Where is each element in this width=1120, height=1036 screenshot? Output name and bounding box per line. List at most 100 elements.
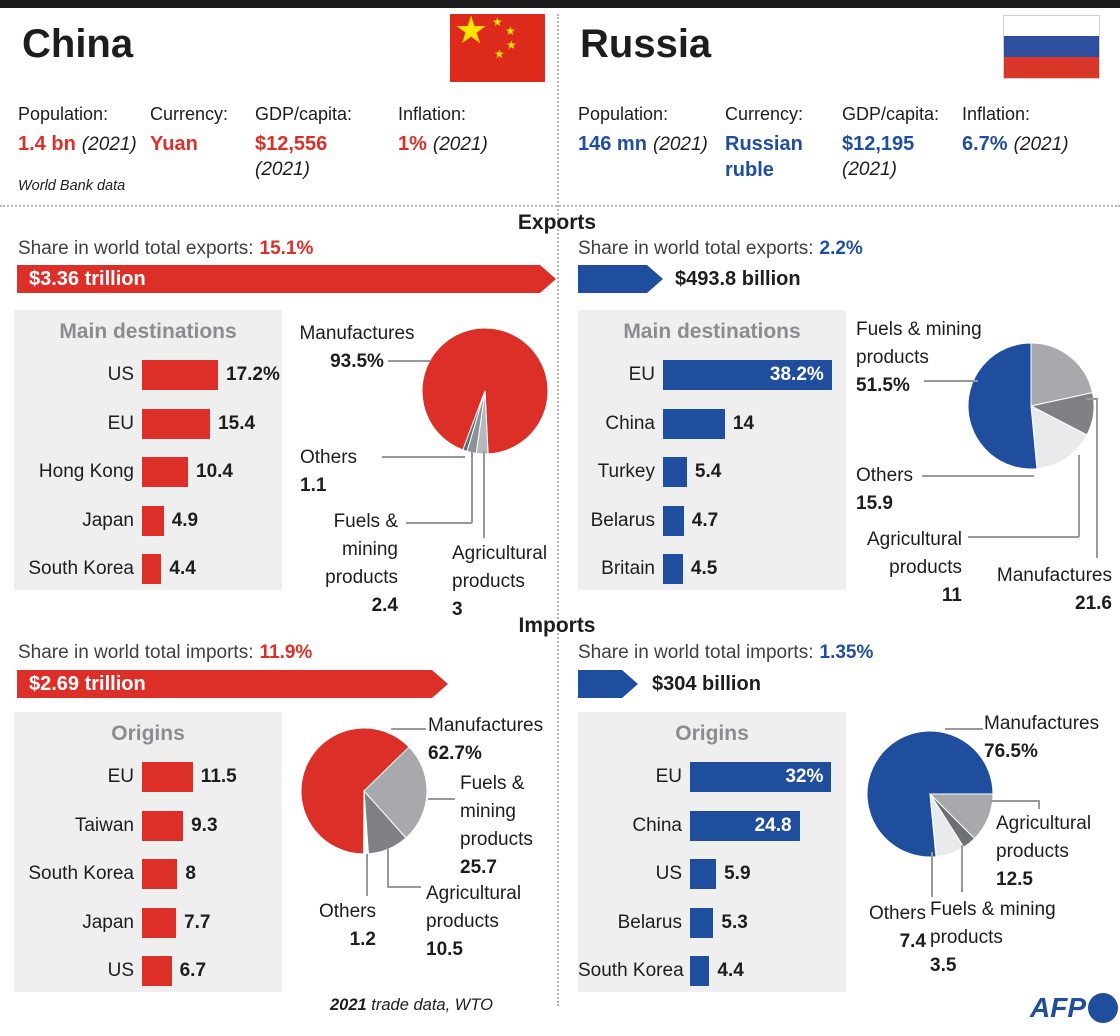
leader-line (1078, 455, 1080, 537)
bar (663, 505, 684, 536)
pie-china-import-products (300, 727, 428, 855)
china-exports-total: $3.36 trillion (29, 268, 146, 290)
stat-year: (2021) (81, 134, 137, 155)
bar (142, 810, 184, 841)
stat-label: GDP/capita: (842, 104, 940, 124)
russia-exports-total: $493.8 billion (675, 268, 801, 290)
bar-category-label: Britain (601, 558, 655, 580)
russia-stat-population: Population: 146 mn (2021) (578, 104, 723, 158)
bar-row-eu: EU 32% (578, 762, 846, 792)
afp-logo: AFP (1030, 993, 1118, 1023)
bar-category-label: EU (655, 766, 682, 787)
footer-note-year: 2021 (330, 996, 367, 1014)
bar-row-us: US 17.2% (14, 360, 282, 390)
bar: 24.8 (690, 810, 800, 841)
russia-flag-blue-stripe (1004, 36, 1099, 57)
stat-year: (2021) (432, 134, 488, 155)
china-exports-share: Share in world total exports: 15.1% (18, 238, 313, 260)
china-flag: ★ ★ ★ ★ ★ (450, 10, 545, 82)
leader-line (945, 728, 983, 730)
leader-line (483, 451, 485, 538)
bar (690, 956, 710, 987)
pie-label-fuels-mining: Fuels & mining products 3.5 (930, 899, 1056, 976)
pie-label-manufactures: Manufactures 62.7% (428, 715, 544, 764)
china-flag-big-star: ★ (454, 10, 489, 52)
pie-label-fuels-mining: Fuels & mining products 25.7 (460, 773, 533, 878)
stat-year: (2021) (652, 134, 708, 155)
bar (690, 907, 714, 938)
bar (142, 505, 164, 536)
pie-label-manufactures: Manufactures 76.5% (984, 713, 1100, 762)
bar-value: 17.2% (226, 364, 280, 385)
leader-line (931, 852, 933, 897)
pie-label-manufactures: Manufactures 21.6 (996, 565, 1112, 614)
china-export-destinations-chart: US 17.2% EU 15.4 Hong Kong 10.4 Japan 4.9 South … (14, 360, 282, 603)
bar-category-label: Japan (82, 509, 134, 531)
bar-value: 6.7 (179, 960, 207, 982)
bar-row-eu: EU 38.2% (578, 360, 846, 390)
russia-import-products-pie (850, 714, 1010, 874)
leader-line (382, 456, 465, 458)
panel-title: Origins (675, 722, 749, 745)
pie-russia-import-products (866, 730, 994, 858)
bar-category-label: Japan (82, 911, 134, 933)
bar-value: 24.8 (754, 814, 792, 836)
share-value: 1.35% (819, 642, 874, 663)
china-title: China (22, 22, 134, 66)
leader-line (366, 854, 368, 896)
leader-line (387, 848, 389, 887)
bar-row-belarus: Belarus 5.3 (578, 907, 846, 938)
bar-value: 4.4 (717, 960, 744, 982)
bar-value: 4.4 (169, 558, 196, 580)
bar-value: 15.4 (218, 412, 256, 434)
bar-value: 9.3 (191, 814, 218, 836)
bar-value: 5.4 (694, 461, 722, 483)
bar-row-japan: Japan 7.7 (14, 907, 282, 938)
pie-label-others: Others 7.4 (868, 903, 926, 952)
exports-section-title: Exports (517, 211, 597, 234)
share-label: Share in world total imports: (18, 642, 254, 663)
pie-slice-manufactures (1030, 342, 1094, 407)
leader-line (990, 800, 1040, 802)
bar-value: 38.2% (769, 364, 824, 385)
china-stat-inflation: Inflation: 1% (2021) (398, 104, 548, 158)
bar: 32% (690, 762, 832, 792)
bar-category-label: US (107, 960, 134, 982)
panel-title: Main destinations (59, 320, 237, 343)
bar-category-label: US (655, 863, 682, 885)
pie-label-fuels-mining: Fuels & mining products 51.5% (856, 319, 982, 396)
china-imports-share: Share in world total imports: 11.9% (18, 642, 312, 664)
stat-value: $12,556 (255, 133, 328, 155)
footer-note-rest: trade data, WTO (366, 996, 493, 1014)
russia-title: Russia (580, 22, 712, 66)
russia-export-products-pie (951, 326, 1111, 486)
russia-export-destinations-panel: Main destinations EU 38.2% China 14 Turkey 5.… (578, 310, 846, 590)
china-flag-small-star: ★ (492, 15, 503, 29)
leader-line (1038, 800, 1040, 809)
share-value: 2.2% (819, 238, 863, 259)
bar-category-label: Belarus (590, 509, 655, 531)
world-bank-note: World Bank data (18, 178, 126, 194)
russia-flag-white-stripe (1004, 16, 1099, 36)
pie-label-others: Others 1.2 (318, 901, 376, 950)
stat-value: 1% (398, 133, 427, 155)
bar (142, 859, 178, 890)
bar-category-label: Turkey (597, 461, 655, 483)
share-value: 15.1% (259, 238, 314, 259)
bar: 38.2% (663, 360, 832, 390)
bar (142, 956, 172, 987)
bar (142, 360, 218, 390)
leader-line (391, 728, 426, 730)
bar-row-china: China 24.8 (578, 810, 846, 841)
bar-category-label: South Korea (28, 558, 134, 580)
bar (690, 859, 717, 890)
share-value: 11.9% (259, 642, 313, 663)
panel-title: Origins (111, 722, 185, 745)
leader-line (388, 360, 430, 362)
stat-value: Russian ruble (725, 133, 803, 181)
bar-category-label: EU (107, 412, 134, 434)
russia-export-destinations-chart: EU 38.2% China 14 Turkey 5.4 Belarus 4.7 Britain… (578, 360, 846, 603)
china-imports-arrow: $2.69 trillion (17, 670, 448, 698)
bar-category-label: Belarus (617, 911, 682, 933)
afp-logo-text: AFP (1030, 992, 1086, 1023)
